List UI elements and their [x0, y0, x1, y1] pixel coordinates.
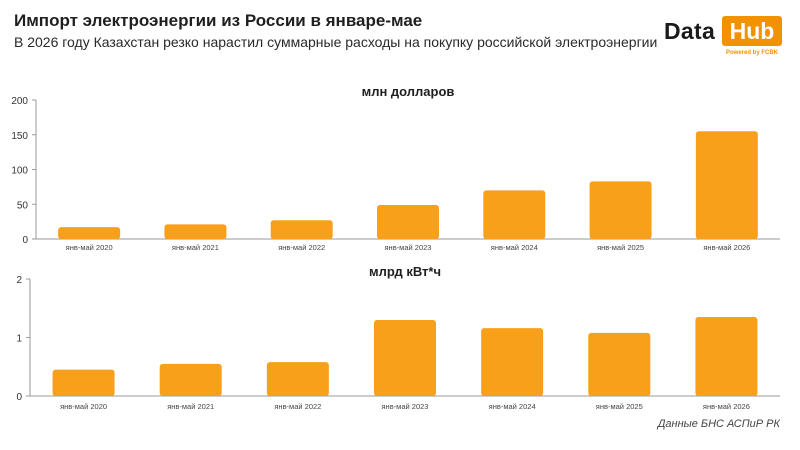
- y-tick-label: 200: [11, 96, 28, 107]
- bar-янв-май-2022: [266, 362, 329, 396]
- datahub-logo: Data Hub Powered by FCBK: [664, 16, 782, 64]
- bar-янв-май-2023: [377, 204, 439, 239]
- x-tick-label: янв-май 2025: [597, 243, 644, 252]
- x-tick-label: янв-май 2026: [703, 402, 750, 411]
- bar-янв-май-2023: [374, 319, 436, 396]
- bar-янв-май-2021: [164, 224, 227, 239]
- bar-янв-май-2026: [695, 131, 758, 239]
- x-tick-label: янв-май 2026: [703, 243, 750, 252]
- x-tick-label: янв-май 2021: [172, 243, 219, 252]
- logo-word-data: Data: [664, 18, 716, 44]
- panel-title-1: млн долларов: [362, 84, 455, 99]
- bar-янв-май-2026: [695, 317, 758, 396]
- bar-янв-май-2025: [588, 332, 651, 396]
- chart-subtitle: В 2026 году Казахстан резко нарастил сум…: [14, 34, 658, 50]
- x-tick-label: янв-май 2024: [489, 402, 536, 411]
- x-tick-label: янв-май 2023: [382, 402, 429, 411]
- bar-янв-май-2022: [270, 220, 333, 239]
- panel-title-2: млрд кВт*ч: [369, 264, 441, 279]
- x-tick-label: янв-май 2020: [66, 243, 113, 252]
- y-tick-label: 0: [16, 392, 22, 403]
- y-tick-label: 2: [16, 275, 22, 286]
- x-tick-label: янв-май 2025: [596, 402, 643, 411]
- y-tick-label: 0: [22, 235, 28, 246]
- bar-янв-май-2025: [589, 181, 652, 239]
- bar-янв-май-2020: [58, 227, 121, 239]
- bar-янв-май-2024: [481, 328, 544, 396]
- y-tick-label: 1: [16, 334, 22, 345]
- y-tick-label: 50: [17, 200, 29, 211]
- logo-tagline: Powered by FCBK: [725, 50, 778, 56]
- chart-title: Импорт электроэнергии из России в январе…: [14, 11, 423, 30]
- data-source-note: Данные БНС АСПиР РК: [657, 418, 780, 430]
- y-tick-label: 100: [11, 166, 28, 177]
- bar-янв-май-2021: [159, 363, 222, 396]
- x-tick-label: янв-май 2024: [491, 243, 538, 252]
- bar-янв-май-2024: [483, 190, 546, 239]
- bar-янв-май-2020: [52, 369, 115, 396]
- y-tick-label: 150: [11, 131, 28, 142]
- x-tick-label: янв-май 2022: [274, 402, 321, 411]
- x-tick-label: янв-май 2023: [385, 243, 432, 252]
- x-tick-label: янв-май 2022: [278, 243, 325, 252]
- x-tick-label: янв-май 2020: [60, 402, 107, 411]
- logo-word-hub: Hub: [722, 16, 782, 46]
- x-tick-label: янв-май 2021: [167, 402, 214, 411]
